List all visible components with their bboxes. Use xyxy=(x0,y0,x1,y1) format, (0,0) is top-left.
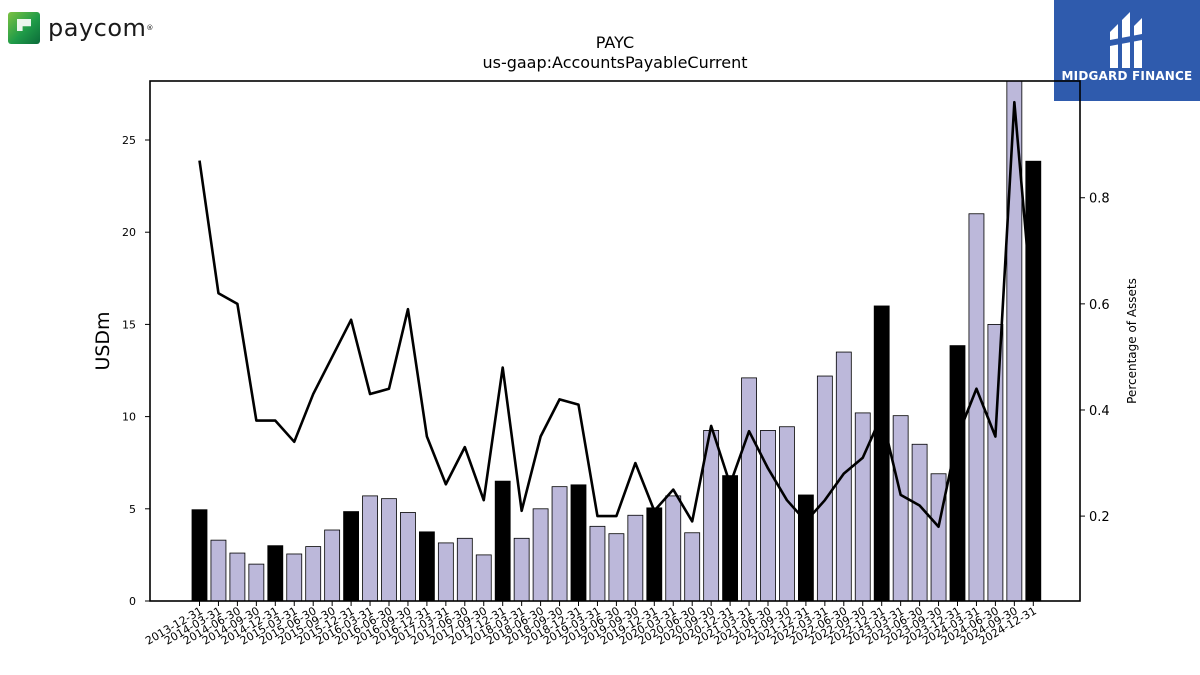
bar-2016-03-31 xyxy=(362,495,378,602)
bar-2014-03-31 xyxy=(210,539,227,602)
bar-2016-06-30 xyxy=(381,498,397,602)
bar-2018-03-31 xyxy=(513,537,530,602)
bar-2013-12-31 xyxy=(191,509,208,602)
bar-2019-03-31 xyxy=(589,525,606,602)
y2-tick-label: 0.4 xyxy=(1089,404,1110,419)
bar-2016-12-31 xyxy=(418,531,435,602)
bar-2017-09-30 xyxy=(475,554,492,602)
y2-tick-label: 0.2 xyxy=(1089,510,1110,525)
bar-2023-06-30 xyxy=(911,443,928,602)
bar-2021-03-31 xyxy=(741,377,757,602)
bar-2022-06-30 xyxy=(835,351,852,602)
y-tick-label: 10 xyxy=(122,411,136,424)
y2-tick-label: 0.8 xyxy=(1089,192,1110,207)
bar-group xyxy=(191,80,1042,602)
bar-2021-12-31 xyxy=(798,494,814,602)
line-group xyxy=(198,100,1035,529)
bar-2022-03-31 xyxy=(816,375,833,602)
bar-2019-09-30 xyxy=(627,514,644,602)
bar-2018-06-30 xyxy=(532,508,549,602)
y-tick-label: 15 xyxy=(122,318,136,331)
line-series-percentage-of-assets xyxy=(198,100,1035,529)
plot-frame xyxy=(149,80,1081,602)
bar-2020-06-30 xyxy=(684,532,701,602)
bar-2024-12-31 xyxy=(1025,160,1042,602)
bar-2016-09-30 xyxy=(400,512,416,602)
bar-2017-03-31 xyxy=(437,542,454,602)
bar-2017-12-31 xyxy=(494,480,511,602)
paycom-logo-word: paycom xyxy=(48,14,147,42)
bar-2023-09-30 xyxy=(930,473,947,602)
y2-tick-label: 0.6 xyxy=(1089,298,1110,313)
chart-subtitle: us-gaap:AccountsPayableCurrent xyxy=(482,53,747,72)
y-tick-label: 5 xyxy=(129,503,136,516)
bar-2015-03-31 xyxy=(286,553,303,602)
bar-2015-09-30 xyxy=(324,529,341,602)
bar-2019-06-30 xyxy=(608,533,625,602)
midgard-finance-logo: MIDGARD FINANCE xyxy=(1054,0,1200,101)
y-tick-label: 25 xyxy=(122,134,136,147)
paycom-logo-icon xyxy=(8,12,40,44)
paycom-logo: paycom ® xyxy=(8,8,178,48)
bar-2024-03-31 xyxy=(968,213,985,602)
bar-2019-12-31 xyxy=(646,507,663,602)
bar-2015-12-31 xyxy=(343,511,360,602)
bar-2021-09-30 xyxy=(779,426,795,602)
bar-2014-12-31 xyxy=(267,545,284,602)
bar-2014-06-30 xyxy=(229,552,246,602)
axes-group: 05101520250.20.40.60.82013-12-312014-03-… xyxy=(122,80,1110,648)
bar-2020-12-31 xyxy=(722,475,738,602)
bar-2023-03-31 xyxy=(892,415,909,602)
bar-2018-12-31 xyxy=(570,484,587,602)
midgard-emblem-icon xyxy=(1110,12,1142,68)
bar-2020-03-31 xyxy=(665,495,682,602)
midgard-finance-wordmark: MIDGARD FINANCE xyxy=(1061,69,1193,83)
bar-2014-09-30 xyxy=(248,563,265,602)
y-axis-label: USDm xyxy=(92,311,114,370)
paycom-logo-registered: ® xyxy=(146,24,154,32)
bar-2018-09-30 xyxy=(551,486,568,602)
y2-axis-label: Percentage of Assets xyxy=(1125,278,1139,404)
chart-title: PAYC xyxy=(596,33,634,52)
bar-2017-06-30 xyxy=(456,537,473,602)
bar-2022-09-30 xyxy=(854,412,871,602)
bar-2015-06-30 xyxy=(305,546,322,602)
bar-2023-12-31 xyxy=(949,345,966,602)
y-tick-label: 20 xyxy=(122,226,136,239)
y-tick-label: 0 xyxy=(129,595,136,608)
bar-2022-12-31 xyxy=(873,305,890,602)
